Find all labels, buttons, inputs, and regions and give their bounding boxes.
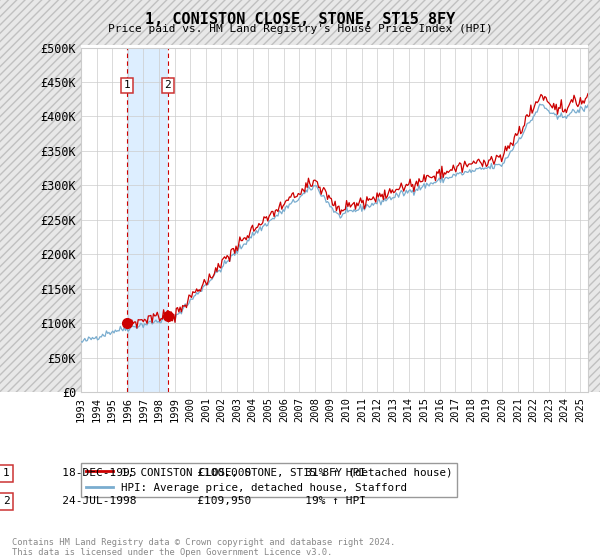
Text: 2: 2 [164,81,171,91]
Text: 1: 1 [124,81,131,91]
Text: Price paid vs. HM Land Registry's House Price Index (HPI): Price paid vs. HM Land Registry's House … [107,24,493,34]
Text: 1: 1 [2,468,10,478]
Text: 24-JUL-1998         £109,950        19% ↑ HPI: 24-JUL-1998 £109,950 19% ↑ HPI [42,496,366,506]
Text: 18-DEC-1995         £100,000        31% ↑ HPI: 18-DEC-1995 £100,000 31% ↑ HPI [42,468,366,478]
Bar [127,48,168,392]
Text: Contains HM Land Registry data © Crown copyright and database right 2024.
This d: Contains HM Land Registry data © Crown c… [12,538,395,557]
Text: 1, CONISTON CLOSE, STONE, ST15 8FY: 1, CONISTON CLOSE, STONE, ST15 8FY [145,12,455,27]
Text: 2: 2 [2,496,10,506]
Legend: 1, CONISTON CLOSE, STONE, ST15 8FY (detached house), HPI: Average price, detache: 1, CONISTON CLOSE, STONE, ST15 8FY (deta… [82,463,457,497]
